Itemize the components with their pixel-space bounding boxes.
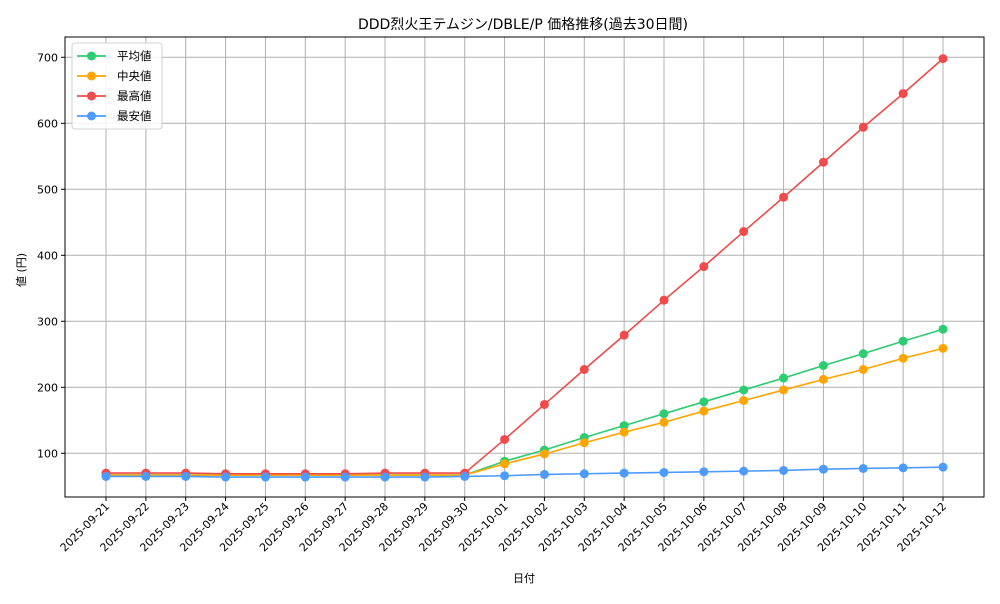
series-lines [101, 54, 948, 482]
legend-item: 中央値 [77, 69, 152, 83]
data-point-marker [260, 472, 270, 482]
data-point-marker [539, 399, 549, 409]
data-point-marker [779, 192, 789, 202]
data-point-marker [858, 364, 868, 374]
data-point-marker [659, 467, 669, 477]
data-point-marker [898, 353, 908, 363]
legend-marker-icon [87, 111, 96, 121]
data-point-marker [460, 471, 470, 481]
data-point-marker [500, 459, 510, 469]
series-2 [101, 54, 948, 479]
series-line [106, 58, 944, 475]
chart-title: DDD烈火王テムジン/DBLE/P 価格推移(過去30日間) [358, 17, 688, 33]
y-tick-label: 700 [37, 51, 58, 64]
data-point-marker [779, 385, 789, 395]
data-point-marker [739, 385, 749, 395]
series-0 [101, 324, 948, 480]
data-point-marker [699, 467, 709, 477]
legend-label: 最高値 [117, 89, 152, 103]
data-point-marker [619, 330, 629, 340]
data-point-marker [500, 434, 510, 444]
data-point-marker [539, 469, 549, 479]
data-point-marker [858, 122, 868, 132]
data-point-marker [739, 227, 749, 237]
data-point-marker [300, 472, 310, 482]
series-3 [101, 462, 948, 482]
data-point-marker [141, 471, 151, 481]
legend-box [71, 42, 163, 130]
data-point-marker [619, 468, 629, 478]
data-point-marker [380, 472, 390, 482]
data-point-marker [539, 449, 549, 459]
legend-item: 最安値 [77, 109, 152, 123]
data-point-marker [420, 472, 430, 482]
data-point-marker [699, 262, 709, 272]
y-axis: 100 200 300 400 500 600 700 [37, 51, 65, 460]
data-point-marker [739, 396, 749, 405]
data-point-marker [659, 409, 669, 419]
data-point-marker [699, 397, 709, 407]
data-point-marker [101, 471, 111, 481]
x-axis: 2025-09-212025-09-222025-09-232025-09-24… [58, 497, 949, 554]
legend-label: 平均値 [117, 49, 152, 63]
data-point-marker [938, 324, 948, 334]
y-tick-label: 200 [37, 381, 58, 394]
grid [65, 37, 984, 497]
data-point-marker [818, 374, 828, 384]
plot-frame [64, 36, 985, 498]
y-tick-label: 100 [37, 447, 58, 460]
data-point-marker [619, 421, 629, 431]
legend-marker-icon [87, 71, 96, 81]
legend-item: 最高値 [77, 89, 152, 103]
y-tick-label: 300 [37, 315, 58, 328]
data-point-marker [818, 464, 828, 474]
data-point-marker [858, 349, 868, 359]
data-point-marker [818, 361, 828, 371]
y-tick-label: 500 [37, 183, 58, 196]
data-point-marker [858, 463, 868, 473]
data-point-marker [938, 343, 948, 353]
data-point-marker [699, 406, 709, 416]
series-line [106, 347, 944, 476]
data-point-marker [659, 417, 669, 427]
data-point-marker [579, 438, 589, 448]
data-point-marker [898, 336, 908, 346]
data-point-marker [340, 472, 350, 482]
data-point-marker [221, 472, 231, 482]
y-axis-label: 値 (円) [15, 253, 28, 287]
data-point-marker [818, 157, 828, 167]
x-axis-label: 日付 [513, 572, 535, 585]
data-point-marker [739, 466, 749, 476]
series-line [106, 466, 944, 478]
legend-label: 中央値 [117, 69, 152, 83]
data-point-marker [579, 469, 589, 479]
y-tick-label: 400 [37, 249, 58, 262]
data-point-marker [938, 462, 948, 472]
data-point-marker [619, 427, 629, 437]
legend-item: 平均値 [77, 49, 152, 63]
data-point-marker [779, 465, 789, 475]
data-point-marker [659, 295, 669, 305]
data-point-marker [181, 471, 191, 481]
legend-marker-icon [87, 91, 96, 101]
legend-label: 最安値 [117, 109, 152, 123]
data-point-marker [500, 471, 510, 481]
data-point-marker [898, 463, 908, 473]
data-point-marker [579, 364, 589, 374]
data-point-marker [938, 54, 948, 64]
y-tick-label: 600 [37, 117, 58, 130]
legend-marker-icon [87, 51, 96, 61]
data-point-marker [779, 373, 789, 383]
data-point-marker [898, 89, 908, 99]
